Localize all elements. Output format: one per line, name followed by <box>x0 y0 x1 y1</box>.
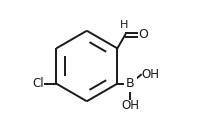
Text: H: H <box>120 20 128 30</box>
Text: Cl: Cl <box>32 77 44 90</box>
Text: O: O <box>137 28 147 41</box>
Text: B: B <box>125 77 134 90</box>
Text: OH: OH <box>121 99 139 112</box>
Text: OH: OH <box>141 68 159 81</box>
